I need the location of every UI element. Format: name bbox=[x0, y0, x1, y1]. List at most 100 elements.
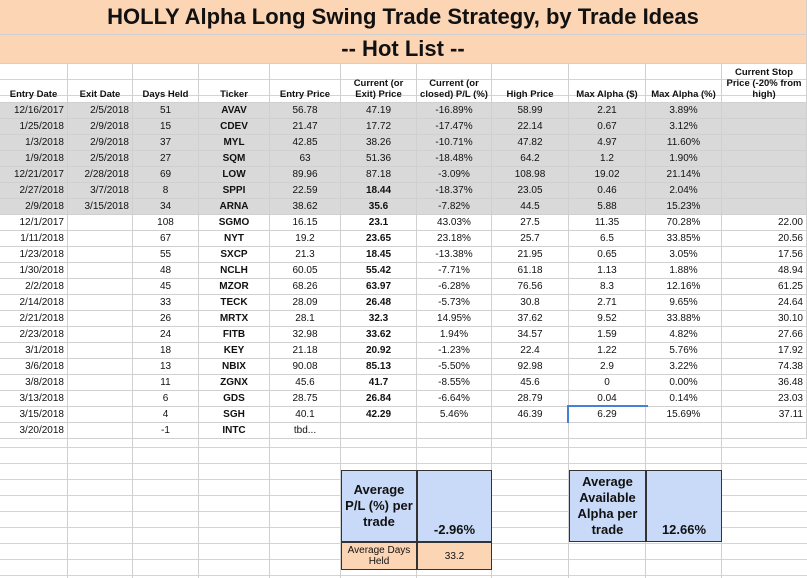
cell: 51 bbox=[133, 103, 199, 119]
cell: -3.09% bbox=[417, 167, 492, 183]
cell: 30.8 bbox=[492, 295, 569, 311]
cell: 1.59 bbox=[569, 327, 646, 343]
cell: -5.73% bbox=[417, 295, 492, 311]
cell: 21.47 bbox=[270, 119, 341, 135]
cell: 8 bbox=[133, 183, 199, 199]
cell: 2.04% bbox=[646, 183, 722, 199]
cell: 37.62 bbox=[492, 311, 569, 327]
cell: 0.00% bbox=[646, 375, 722, 391]
empty-cell bbox=[68, 311, 133, 327]
cell: -18.37% bbox=[417, 183, 492, 199]
cell: 12/16/2017 bbox=[0, 103, 68, 119]
cell: 1/25/2018 bbox=[0, 119, 68, 135]
cell: 23.05 bbox=[492, 183, 569, 199]
column-header: Current (or Exit) Price bbox=[341, 64, 417, 103]
cell: 1/3/2018 bbox=[0, 135, 68, 151]
cell: 87.18 bbox=[341, 167, 417, 183]
cell: 89.96 bbox=[270, 167, 341, 183]
empty-cell bbox=[722, 199, 807, 215]
cell: 2.21 bbox=[569, 103, 646, 119]
cell: -7.82% bbox=[417, 199, 492, 215]
cell: 69 bbox=[133, 167, 199, 183]
cell: 9.52 bbox=[569, 311, 646, 327]
column-header: Days Held bbox=[133, 64, 199, 103]
cell: GDS bbox=[199, 391, 270, 407]
cell: 2/5/2018 bbox=[68, 151, 133, 167]
cell: 16.15 bbox=[270, 215, 341, 231]
cell: 48.94 bbox=[722, 263, 807, 279]
cell: 2/14/2018 bbox=[0, 295, 68, 311]
cell: -13.38% bbox=[417, 247, 492, 263]
cell: 55.42 bbox=[341, 263, 417, 279]
cell: 28.1 bbox=[270, 311, 341, 327]
cell: 17.56 bbox=[722, 247, 807, 263]
cell: 64.2 bbox=[492, 151, 569, 167]
cell: 26 bbox=[133, 311, 199, 327]
empty-cell bbox=[492, 423, 569, 439]
cell: 2/9/2018 bbox=[68, 135, 133, 151]
cell: -1.23% bbox=[417, 343, 492, 359]
cell: -17.47% bbox=[417, 119, 492, 135]
cell: 18.45 bbox=[341, 247, 417, 263]
cell: NBIX bbox=[199, 359, 270, 375]
cell: 61.25 bbox=[722, 279, 807, 295]
cell: 2/23/2018 bbox=[0, 327, 68, 343]
cell: 32.3 bbox=[341, 311, 417, 327]
cell: 2/9/2018 bbox=[0, 199, 68, 215]
summary-value: 12.66% bbox=[646, 470, 722, 542]
cell: 61.18 bbox=[492, 263, 569, 279]
cell: 2/5/2018 bbox=[68, 103, 133, 119]
cell: 21.18 bbox=[270, 343, 341, 359]
cell: 19.2 bbox=[270, 231, 341, 247]
cell: CDEV bbox=[199, 119, 270, 135]
column-header: Current Stop Price (-20% from high) bbox=[722, 64, 807, 103]
cell: 74.38 bbox=[722, 359, 807, 375]
cell: 5.46% bbox=[417, 407, 492, 423]
empty-cell bbox=[68, 327, 133, 343]
cell: 27.5 bbox=[492, 215, 569, 231]
cell: 0 bbox=[569, 375, 646, 391]
empty-cell bbox=[68, 423, 133, 439]
cell: SGH bbox=[199, 407, 270, 423]
cell: 1/9/2018 bbox=[0, 151, 68, 167]
cell: MZOR bbox=[199, 279, 270, 295]
summary-label: Average P/L (%) per trade bbox=[341, 470, 417, 542]
cell: NCLH bbox=[199, 263, 270, 279]
cell: 48 bbox=[133, 263, 199, 279]
cell: 2/21/2018 bbox=[0, 311, 68, 327]
column-header: Ticker bbox=[199, 64, 270, 103]
cell: 1/11/2018 bbox=[0, 231, 68, 247]
column-header: Entry Date bbox=[0, 64, 68, 103]
cell: SXCP bbox=[199, 247, 270, 263]
cell: 42.29 bbox=[341, 407, 417, 423]
cell: 60.05 bbox=[270, 263, 341, 279]
summary-value: 33.2 bbox=[417, 542, 492, 570]
cell: 67 bbox=[133, 231, 199, 247]
cell: 23.03 bbox=[722, 391, 807, 407]
cell: 37 bbox=[133, 135, 199, 151]
empty-cell bbox=[722, 119, 807, 135]
cell: SPPI bbox=[199, 183, 270, 199]
cell: 22.14 bbox=[492, 119, 569, 135]
cell: 3/20/2018 bbox=[0, 423, 68, 439]
cell[interactable]: 6.29 bbox=[567, 405, 648, 425]
empty-cell bbox=[68, 343, 133, 359]
cell: 28.09 bbox=[270, 295, 341, 311]
cell: 3.05% bbox=[646, 247, 722, 263]
cell: 1.90% bbox=[646, 151, 722, 167]
cell: 11.35 bbox=[569, 215, 646, 231]
cell: 5.88 bbox=[569, 199, 646, 215]
summary-label: Average Days Held bbox=[341, 542, 417, 570]
empty-cell bbox=[722, 183, 807, 199]
cell: 6 bbox=[133, 391, 199, 407]
cell: 45 bbox=[133, 279, 199, 295]
empty-cell bbox=[341, 423, 417, 439]
cell: 56.78 bbox=[270, 103, 341, 119]
cell: 18.44 bbox=[341, 183, 417, 199]
column-header: Max Alpha ($) bbox=[569, 64, 646, 103]
cell: 3.22% bbox=[646, 359, 722, 375]
cell: 35.6 bbox=[341, 199, 417, 215]
empty-cell bbox=[68, 263, 133, 279]
cell: 6.5 bbox=[569, 231, 646, 247]
cell: 68.26 bbox=[270, 279, 341, 295]
